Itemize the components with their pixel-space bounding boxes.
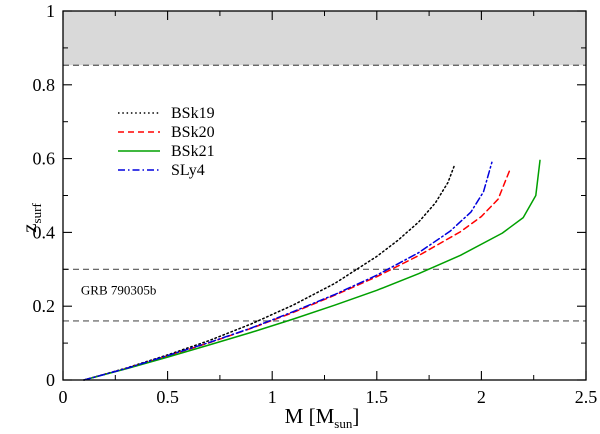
series-bsk19-line: [83, 165, 455, 381]
series-sly4-line: [83, 161, 493, 381]
y-axis-label: zsurf: [17, 203, 44, 233]
y-tick-label: 0.4: [33, 222, 56, 242]
plot-frame: [62, 10, 587, 381]
y-tick-label: 0.8: [33, 75, 56, 95]
y-tick-label: 0: [46, 370, 55, 390]
legend-label-bsk21: BSk21: [171, 143, 215, 160]
x-tick-label: 2.5: [575, 387, 598, 407]
x-axis-label: M [Msun]: [285, 404, 360, 431]
y-tick-label: 0.2: [33, 296, 56, 316]
series-bsk21-line: [83, 159, 541, 381]
series-bsk20-line: [83, 167, 512, 381]
x-tick-label: 1.5: [366, 387, 389, 407]
x-tick-label: 2: [477, 387, 486, 407]
y-tick-label: 0.6: [33, 149, 56, 169]
y-tick-label: 1: [46, 1, 55, 21]
legend-label-bsk20: BSk20: [171, 124, 215, 141]
shaded-region: [63, 11, 586, 66]
annotation-label: GRB 790305b: [81, 283, 156, 298]
x-tick-label: 0: [59, 387, 68, 407]
x-tick-label: 1: [268, 387, 277, 407]
x-tick-label: 0.5: [156, 387, 179, 407]
legend-label-sly4: SLy4: [171, 162, 205, 179]
legend-label-bsk19: BSk19: [171, 105, 215, 122]
